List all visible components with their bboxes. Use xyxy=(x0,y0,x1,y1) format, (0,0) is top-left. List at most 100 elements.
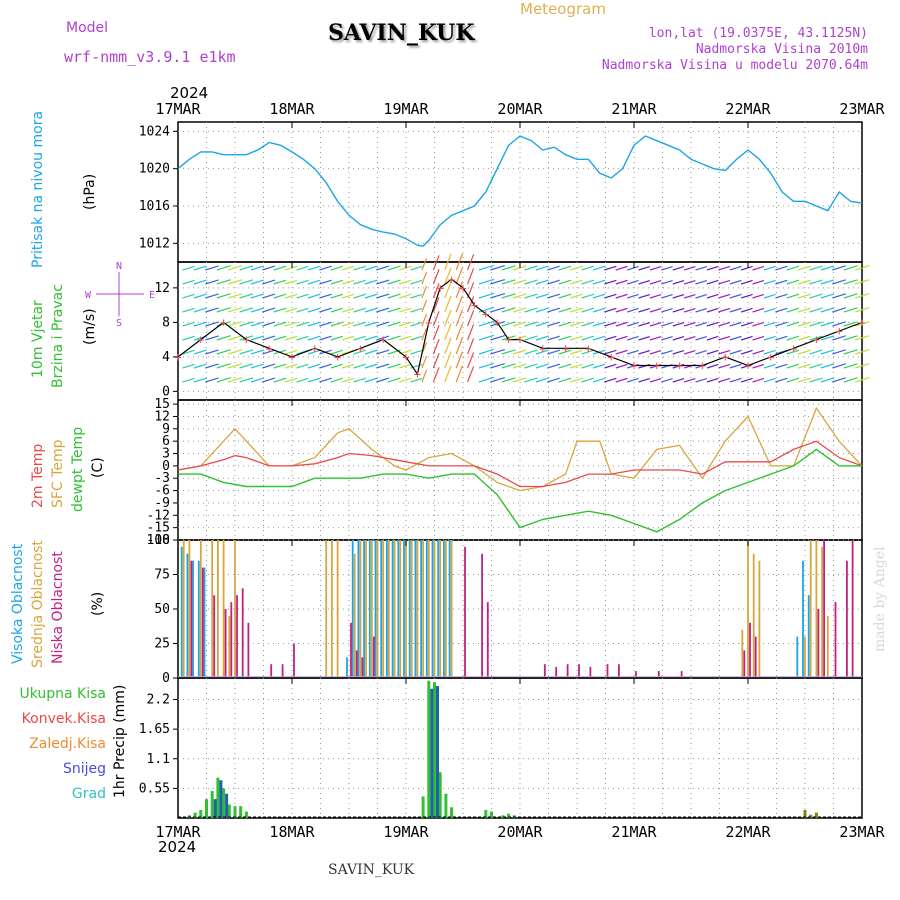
wind-barb xyxy=(763,279,776,285)
precip-bar-ukupna xyxy=(427,680,431,818)
wind-barb xyxy=(638,307,651,313)
x-label-bottom: 17MAR xyxy=(155,823,201,841)
wind-barb xyxy=(695,349,708,355)
wind-barb xyxy=(797,265,811,271)
wind-barb xyxy=(387,377,401,383)
wind-barb xyxy=(455,323,464,341)
wind-barb xyxy=(797,293,811,299)
wind-barb xyxy=(729,377,742,383)
wind-barb xyxy=(284,349,298,355)
wind-barb xyxy=(775,265,788,271)
temperature-ytick-label: 0 xyxy=(162,459,170,474)
wind-barb xyxy=(364,363,378,369)
wind-barb xyxy=(786,307,800,313)
wind-barb xyxy=(455,365,464,383)
wind-barb xyxy=(820,349,835,355)
elevation-text: Nadmorska Visina 2010m xyxy=(695,42,868,57)
wind-barb xyxy=(421,328,428,341)
precip-bar-ukupna xyxy=(814,812,818,818)
precip-bar-ukupna xyxy=(501,815,505,818)
wind-barb xyxy=(718,265,731,271)
wind-barb xyxy=(398,265,412,271)
wind-barb xyxy=(558,293,572,299)
wind-barb xyxy=(672,293,685,299)
wind-gust-marker: + xyxy=(767,350,774,364)
wind-barb xyxy=(330,265,343,271)
wind-gust-marker: + xyxy=(836,324,843,338)
wind-barb xyxy=(490,334,506,341)
wind-barb xyxy=(455,281,464,299)
wind-barb xyxy=(820,335,835,341)
wind-barb xyxy=(786,293,800,299)
wind-barb xyxy=(797,307,811,313)
wind-barb xyxy=(250,349,265,355)
wind-barb xyxy=(398,335,412,341)
wind-barb xyxy=(455,351,464,369)
wind-barb xyxy=(718,293,731,299)
wind-barb xyxy=(330,321,343,327)
wind-barb xyxy=(341,279,355,285)
wind-barb xyxy=(330,349,343,355)
wind-barb xyxy=(638,265,651,271)
x-label-top: 20MAR xyxy=(497,100,543,118)
precip-panel: 0.55 1.1 1.65 2.2 xyxy=(139,677,863,819)
wind-barb xyxy=(535,377,549,383)
wind-barb xyxy=(421,370,428,383)
wind-barb xyxy=(775,377,788,383)
wind-barb xyxy=(364,279,378,285)
wind-barb xyxy=(740,335,753,341)
compass-w: W xyxy=(85,290,92,301)
wind-barb xyxy=(205,279,219,285)
wind-barb xyxy=(558,363,572,369)
wind-barb xyxy=(364,377,378,383)
wind-barb xyxy=(752,321,765,327)
wind-barb xyxy=(444,267,452,285)
wind-barb xyxy=(649,293,662,299)
wind-barb xyxy=(604,349,617,355)
wind-barb xyxy=(376,377,390,383)
precip-ytick-label: 0.55 xyxy=(139,781,170,796)
wind-barb xyxy=(740,293,753,299)
wind-barb xyxy=(307,335,321,341)
wind-barb xyxy=(786,349,800,355)
wind-barb xyxy=(661,293,673,299)
wind-barb xyxy=(250,307,265,313)
temperature-ytick-label: -18 xyxy=(147,533,170,548)
wind-barb xyxy=(444,337,452,355)
wind-barb xyxy=(330,279,343,285)
wind-barb xyxy=(752,307,765,313)
wind-barb xyxy=(501,349,516,355)
wind-barb xyxy=(250,265,265,271)
wind-barb xyxy=(467,310,475,327)
wind-barb xyxy=(843,349,858,355)
wind-barb xyxy=(273,279,287,285)
wind-barb xyxy=(547,279,560,285)
wind-barb xyxy=(262,335,276,341)
model-label: Model xyxy=(66,20,109,36)
wind-barb xyxy=(775,363,788,369)
wind-barb xyxy=(604,321,617,327)
wind-barb xyxy=(398,321,412,327)
wind-barb xyxy=(319,363,332,369)
wind-barb xyxy=(353,321,366,327)
wind-barb xyxy=(832,321,846,327)
wind-barb xyxy=(775,307,788,313)
wind-barb xyxy=(353,335,366,341)
wind-barb xyxy=(330,293,343,299)
wind-barb xyxy=(319,335,332,341)
wind-barb xyxy=(376,321,390,327)
wind-barb xyxy=(854,363,870,369)
wind-gust-marker: + xyxy=(494,315,501,329)
wind-barb xyxy=(558,321,572,327)
wind-barb xyxy=(535,265,549,271)
precip-ytick-label: 2.2 xyxy=(147,693,170,708)
wind-barb xyxy=(843,335,858,341)
wind-barb xyxy=(535,321,549,327)
wind-barb xyxy=(296,293,309,299)
wind-barb xyxy=(205,377,219,383)
wind-barb xyxy=(809,377,823,383)
x-label-top: 21MAR xyxy=(611,100,657,118)
wind-gust-marker: + xyxy=(448,272,455,286)
wind-barb xyxy=(695,265,708,271)
